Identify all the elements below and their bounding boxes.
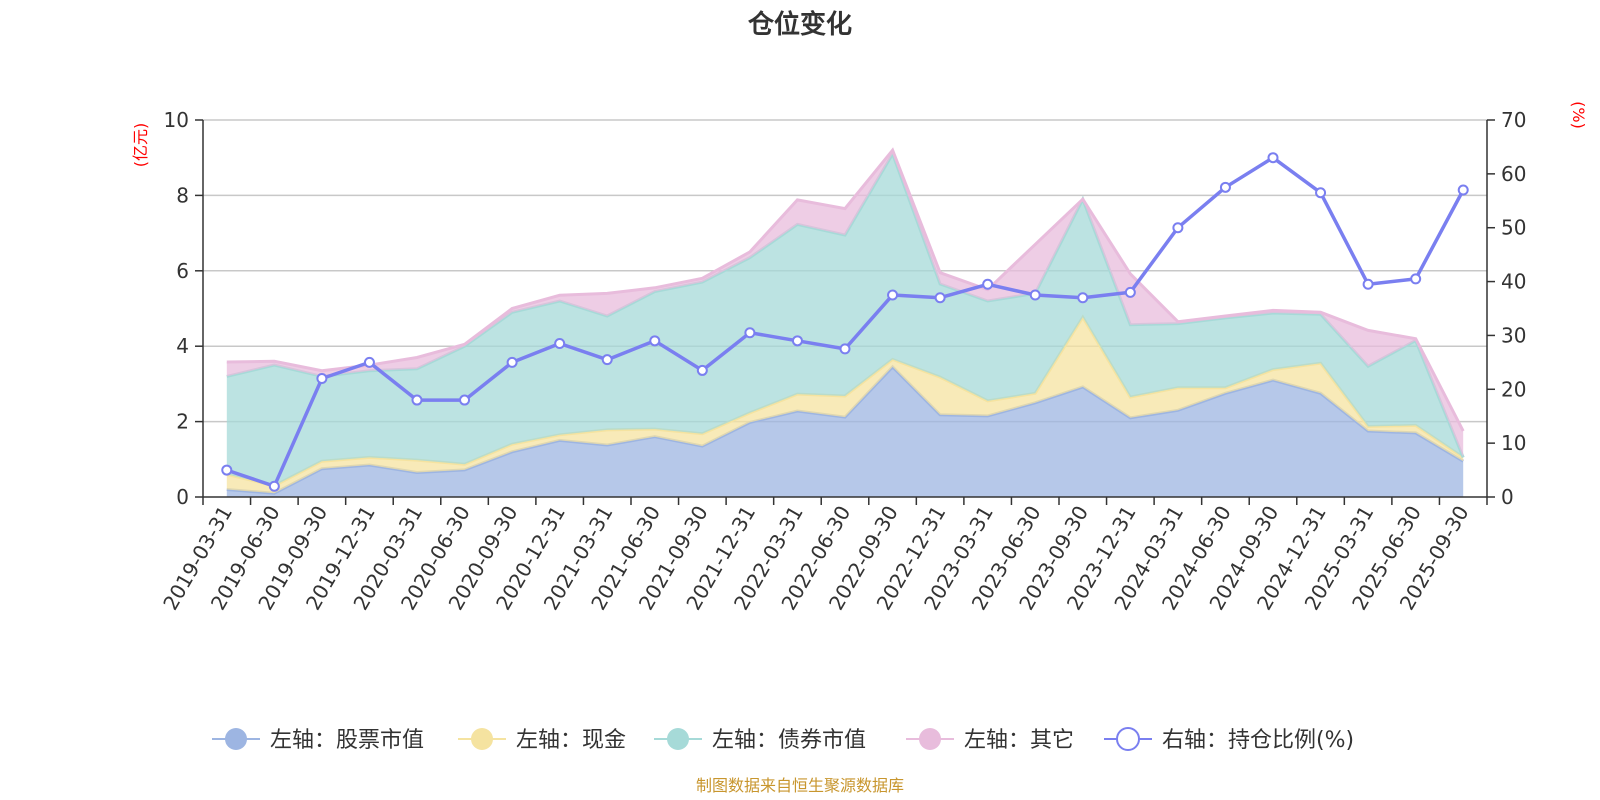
- ratio-point-5: [459, 394, 471, 406]
- ratio-point-19: [1124, 286, 1136, 298]
- right-tick-label-6: 60: [1501, 162, 1526, 186]
- right-tick-label-1: 10: [1501, 431, 1526, 455]
- area-fill-2: [226, 153, 1464, 486]
- legend-marker-1: [471, 728, 493, 750]
- legend-label-4: 右轴：持仓比例(%): [1162, 728, 1354, 753]
- legend-item-0: 左轴：股票市值: [212, 728, 424, 753]
- ratio-line-series: [221, 152, 1469, 492]
- left-tick-label-3: 6: [176, 259, 189, 283]
- ratio-point-15: [934, 292, 946, 304]
- legend-item-3: 左轴：其它: [906, 728, 1074, 753]
- right-tick-label-7: 70: [1501, 108, 1526, 132]
- area-edge-3: [226, 147, 1465, 432]
- ratio-point-0: [221, 464, 233, 476]
- legend-marker-2: [667, 728, 689, 750]
- right-tick-label-5: 50: [1501, 216, 1526, 240]
- right-axis-unit: (%): [1569, 101, 1588, 129]
- left-tick-label-0: 0: [176, 485, 189, 509]
- area-fill-1: [226, 317, 1464, 494]
- ratio-point-3: [363, 356, 375, 368]
- ratio-point-22: [1267, 152, 1279, 164]
- ratio-point-20: [1172, 222, 1184, 234]
- ratio-point-13: [839, 343, 851, 355]
- legend-item-2: 左轴：债券市值: [654, 728, 866, 753]
- legend-label-0: 左轴：股票市值: [270, 728, 424, 753]
- ratio-point-17: [1029, 289, 1041, 301]
- ratio-point-14: [887, 289, 899, 301]
- area-series: [226, 147, 1465, 497]
- ratio-point-2: [316, 373, 328, 385]
- chart-title: 仓位变化: [747, 9, 852, 40]
- left-tick-label-2: 4: [176, 334, 189, 358]
- legend: 左轴：股票市值 左轴：现金 左轴：债券市值 左轴：其它 右轴：持仓比例(%): [212, 727, 1354, 753]
- right-tick-label-0: 0: [1501, 485, 1514, 509]
- ratio-point-12: [791, 335, 803, 347]
- ratio-point-26: [1457, 184, 1469, 196]
- right-tick-label-3: 30: [1501, 323, 1526, 347]
- legend-marker-4: [1116, 727, 1140, 751]
- legend-marker-3: [919, 728, 941, 750]
- ratio-point-25: [1410, 273, 1422, 285]
- ratio-point-24: [1362, 278, 1374, 290]
- ratio-point-9: [649, 335, 661, 347]
- ratio-point-7: [554, 338, 566, 350]
- legend-label-1: 左轴：现金: [516, 728, 626, 753]
- legend-label-3: 左轴：其它: [964, 728, 1074, 753]
- ratio-point-18: [1077, 292, 1089, 304]
- ratio-point-4: [411, 394, 423, 406]
- left-axis-unit: (亿元): [131, 123, 150, 168]
- legend-item-4: 右轴：持仓比例(%): [1104, 727, 1354, 753]
- right-tick-label-2: 20: [1501, 377, 1526, 401]
- ratio-point-23: [1315, 187, 1327, 199]
- left-tick-label-5: 10: [164, 108, 189, 132]
- legend-marker-0: [225, 728, 247, 750]
- source-note: 制图数据来自恒生聚源数据库: [696, 776, 904, 795]
- area-fill-0: [226, 366, 1464, 497]
- legend-label-2: 左轴：债券市值: [712, 728, 866, 753]
- area-fill-3: [226, 150, 1464, 458]
- ratio-point-10: [696, 364, 708, 376]
- ratio-point-6: [506, 356, 518, 368]
- ratio-point-1: [268, 480, 280, 492]
- right-tick-label-4: 40: [1501, 270, 1526, 294]
- ratio-point-21: [1219, 181, 1231, 193]
- legend-item-1: 左轴：现金: [458, 728, 626, 753]
- ratio-point-8: [601, 354, 613, 366]
- ratio-point-16: [982, 278, 994, 290]
- left-tick-label-1: 2: [176, 410, 189, 434]
- left-tick-label-4: 8: [176, 183, 189, 207]
- ratio-point-11: [744, 327, 756, 339]
